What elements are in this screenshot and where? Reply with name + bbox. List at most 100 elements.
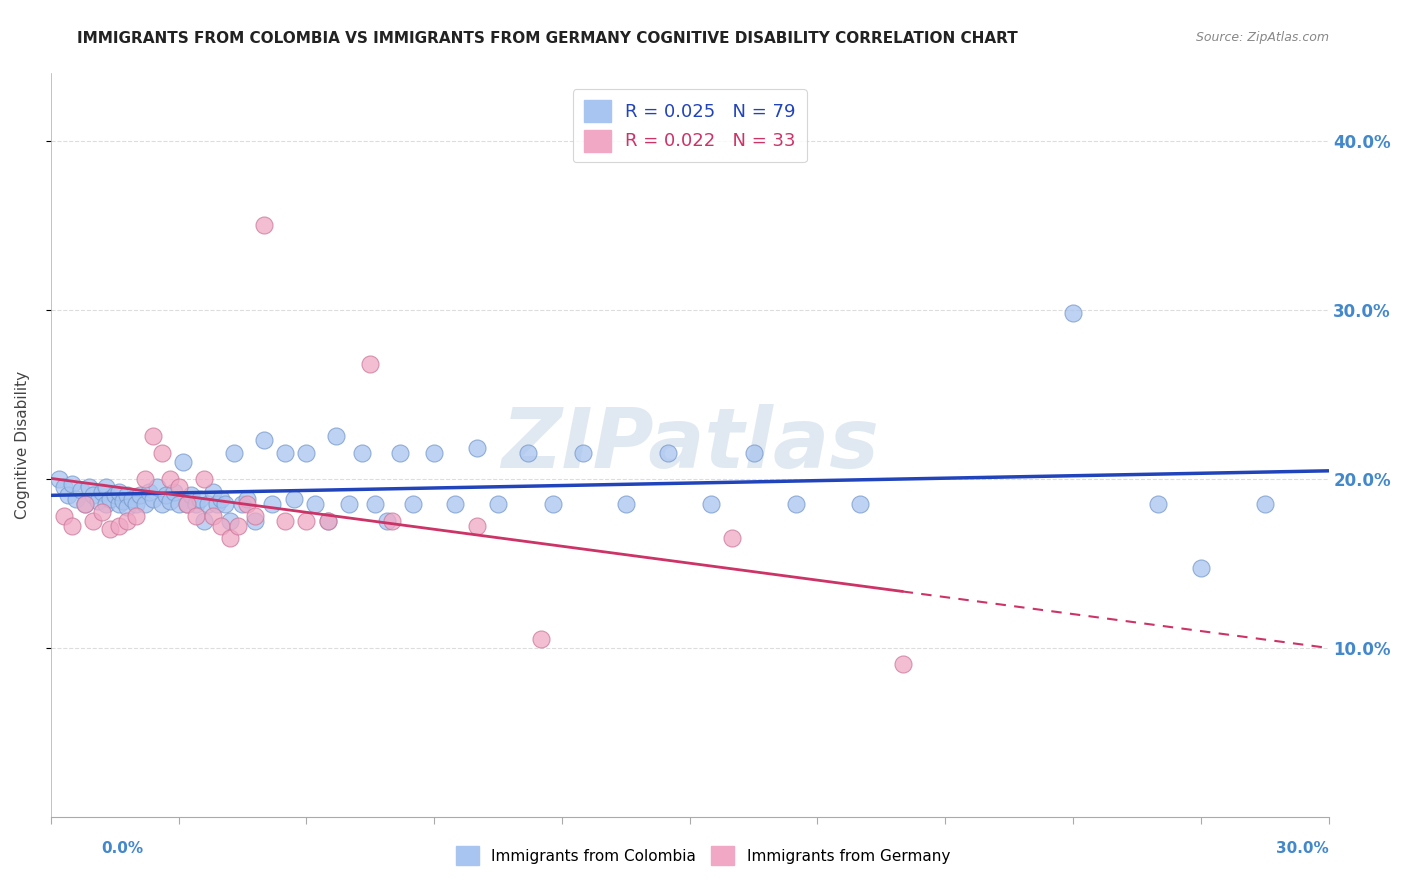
Point bbox=[125, 497, 148, 511]
Point bbox=[245, 508, 267, 523]
Point bbox=[172, 455, 194, 469]
Text: IMMIGRANTS FROM COLOMBIA VS IMMIGRANTS FROM GERMANY COGNITIVE DISABILITY CORRELA: IMMIGRANTS FROM COLOMBIA VS IMMIGRANTS F… bbox=[77, 31, 1018, 46]
Point bbox=[785, 497, 807, 511]
Point bbox=[73, 497, 96, 511]
Point bbox=[91, 505, 114, 519]
Point bbox=[73, 497, 96, 511]
Point bbox=[316, 514, 339, 528]
Point bbox=[402, 497, 425, 511]
Point bbox=[742, 446, 765, 460]
Point bbox=[209, 491, 232, 506]
Point bbox=[125, 508, 148, 523]
Point bbox=[108, 519, 131, 533]
Point bbox=[60, 476, 83, 491]
Point bbox=[274, 446, 297, 460]
Point bbox=[700, 497, 723, 511]
Point bbox=[167, 480, 190, 494]
Point bbox=[82, 488, 104, 502]
Legend: R = 0.025   N = 79, R = 0.022   N = 33: R = 0.025 N = 79, R = 0.022 N = 33 bbox=[572, 89, 807, 162]
Point bbox=[516, 446, 538, 460]
Point bbox=[295, 446, 318, 460]
Point bbox=[150, 446, 173, 460]
Point bbox=[253, 218, 276, 232]
Point bbox=[1147, 497, 1170, 511]
Point bbox=[159, 471, 181, 485]
Point bbox=[218, 514, 240, 528]
Point bbox=[146, 480, 169, 494]
Point bbox=[274, 514, 297, 528]
Point bbox=[235, 491, 257, 506]
Point bbox=[316, 514, 339, 528]
Point bbox=[69, 483, 91, 498]
Point bbox=[77, 480, 100, 494]
Point bbox=[1189, 561, 1212, 575]
Point bbox=[350, 446, 373, 460]
Point bbox=[218, 531, 240, 545]
Point bbox=[572, 446, 595, 460]
Point bbox=[375, 514, 398, 528]
Point bbox=[108, 485, 131, 500]
Point bbox=[1062, 306, 1084, 320]
Legend: Immigrants from Colombia, Immigrants from Germany: Immigrants from Colombia, Immigrants fro… bbox=[450, 840, 956, 871]
Point bbox=[176, 497, 198, 511]
Point bbox=[262, 497, 284, 511]
Point bbox=[150, 497, 173, 511]
Point bbox=[117, 488, 139, 502]
Point bbox=[142, 429, 165, 443]
Text: 30.0%: 30.0% bbox=[1275, 841, 1329, 856]
Point bbox=[138, 485, 160, 500]
Point bbox=[235, 497, 257, 511]
Point bbox=[657, 446, 679, 460]
Point bbox=[465, 441, 488, 455]
Point bbox=[104, 488, 127, 502]
Point bbox=[65, 491, 87, 506]
Point bbox=[100, 522, 122, 536]
Point bbox=[184, 508, 207, 523]
Point bbox=[721, 531, 744, 545]
Point bbox=[117, 514, 139, 528]
Point bbox=[465, 519, 488, 533]
Point bbox=[52, 480, 75, 494]
Point bbox=[1253, 497, 1275, 511]
Y-axis label: Cognitive Disability: Cognitive Disability bbox=[15, 371, 30, 519]
Point bbox=[283, 491, 305, 506]
Text: 0.0%: 0.0% bbox=[101, 841, 143, 856]
Point bbox=[201, 508, 224, 523]
Point bbox=[214, 497, 236, 511]
Text: ZIPatlas: ZIPatlas bbox=[501, 404, 879, 485]
Point bbox=[337, 497, 360, 511]
Point bbox=[108, 497, 131, 511]
Point bbox=[325, 429, 347, 443]
Point bbox=[226, 519, 249, 533]
Point bbox=[891, 657, 914, 672]
Point bbox=[117, 500, 139, 515]
Point bbox=[486, 497, 509, 511]
Point bbox=[52, 508, 75, 523]
Point bbox=[48, 471, 70, 485]
Point bbox=[82, 514, 104, 528]
Point bbox=[253, 433, 276, 447]
Point bbox=[142, 491, 165, 506]
Point bbox=[163, 485, 186, 500]
Point bbox=[849, 497, 872, 511]
Point bbox=[193, 471, 215, 485]
Point bbox=[543, 497, 565, 511]
Point bbox=[180, 488, 202, 502]
Point bbox=[444, 497, 467, 511]
Point bbox=[389, 446, 412, 460]
Point bbox=[121, 491, 143, 506]
Point bbox=[167, 497, 190, 511]
Point bbox=[129, 488, 152, 502]
Point bbox=[60, 519, 83, 533]
Point bbox=[201, 485, 224, 500]
Point bbox=[245, 514, 267, 528]
Point bbox=[96, 480, 118, 494]
Point bbox=[193, 514, 215, 528]
Point bbox=[222, 446, 245, 460]
Point bbox=[188, 491, 211, 506]
Point bbox=[159, 493, 181, 508]
Point bbox=[184, 497, 207, 511]
Point bbox=[295, 514, 318, 528]
Point bbox=[134, 497, 156, 511]
Point bbox=[423, 446, 446, 460]
